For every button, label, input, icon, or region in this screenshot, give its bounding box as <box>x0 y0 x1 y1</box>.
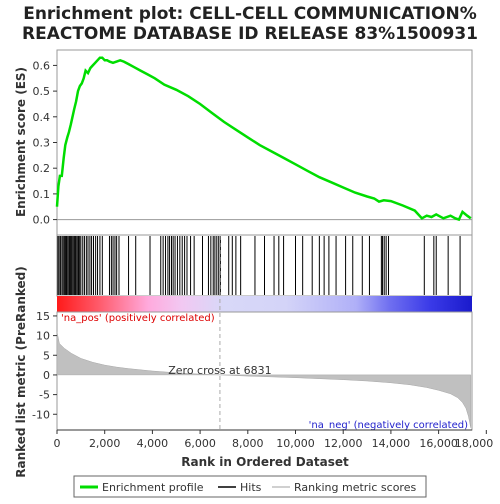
x-tick-label: 8,000 <box>232 437 264 450</box>
hits-panel <box>56 234 473 312</box>
enrichment-score-panel: 0.0 0.1 0.2 0.3 0.4 0.5 0.6 Enrichment score (… <box>14 49 473 236</box>
chart-title-line1: Enrichment plot: CELL-CELL COMMUNICATION… <box>23 4 477 24</box>
bottom-ytick-label: 10 <box>36 330 50 343</box>
top-ytick-label: 0.3 <box>33 137 51 150</box>
bottom-ytick-label: -5 <box>39 389 50 402</box>
top-ytick-label: 0.1 <box>33 188 51 201</box>
legend-label-enrichment: Enrichment profile <box>102 481 204 494</box>
top-ytick-label: 0.2 <box>33 162 51 175</box>
bottom-ytick-label: -10 <box>32 408 50 421</box>
x-axis-title: Rank in Ordered Dataset <box>181 455 349 469</box>
x-tick-label: 14,000 <box>372 437 411 450</box>
x-tick-label: 2,000 <box>89 437 121 450</box>
legend-label-hits: Hits <box>240 481 262 494</box>
x-tick-label: 12,000 <box>324 437 363 450</box>
x-tick-label: 10,000 <box>276 437 315 450</box>
bottom-ytick-label: 15 <box>36 310 50 323</box>
ranking-metric-area <box>56 331 472 429</box>
top-ylabel: Enrichment score (ES) <box>14 67 28 217</box>
top-ytick-label: 0.4 <box>33 111 51 124</box>
bottom-ytick-label: 0 <box>43 369 50 382</box>
x-tick-label: 6,000 <box>184 437 216 450</box>
ranked-metric-panel: 15 10 5 0 -5 -10 Zero cross at 6831 'na_pos' … <box>14 236 473 478</box>
x-tick-label: 4,000 <box>137 437 169 450</box>
positive-correlation-label: 'na_pos' (positively correlated) <box>61 313 215 324</box>
chart-title-line2: REACTOME DATABASE ID RELEASE 83%1500931 <box>22 24 478 44</box>
x-tick-label: 16,000 <box>419 437 458 450</box>
rank-colorbar <box>57 296 472 312</box>
legend-label-metric: Ranking metric scores <box>294 481 416 494</box>
top-ytick-label: 0.0 <box>33 214 51 227</box>
x-tick-label: 18,000 <box>455 437 494 450</box>
bottom-ytick-label: 5 <box>43 349 50 362</box>
legend: Enrichment profile Hits Ranking metric s… <box>73 475 427 498</box>
bottom-ylabel: Ranked list metric (PreRanked) <box>14 266 28 478</box>
zero-cross-label: Zero cross at 6831 <box>168 364 271 377</box>
negative-correlation-label: 'na_neg' (negatively correlated) <box>309 420 468 431</box>
enrichment-profile-line <box>55 56 472 222</box>
top-ytick-label: 0.6 <box>33 59 51 72</box>
x-tick-label: 0 <box>54 437 61 450</box>
top-ytick-label: 0.5 <box>33 85 51 98</box>
